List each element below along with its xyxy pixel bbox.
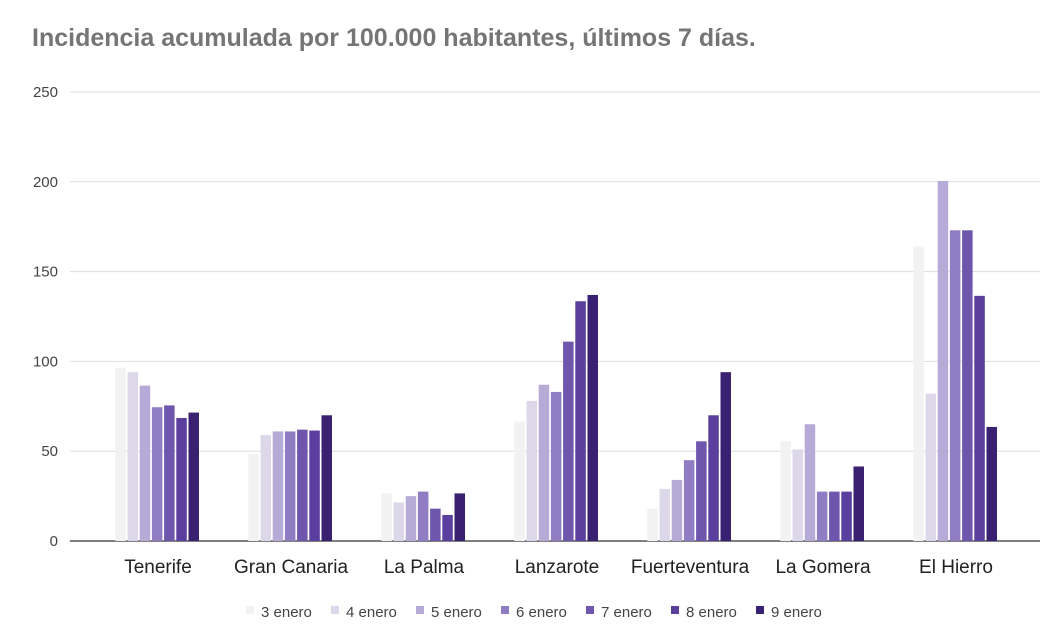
bar [454, 493, 465, 541]
y-axis-tick-labels: 0 50 100 150 200 250 [33, 84, 58, 550]
bar [297, 429, 308, 541]
bar [708, 415, 719, 541]
bar [550, 391, 562, 541]
bar [127, 372, 138, 541]
legend-label: 9 enero [771, 604, 822, 621]
bar [563, 341, 574, 541]
bar [405, 496, 417, 541]
bar [587, 294, 598, 541]
bar [248, 453, 259, 541]
bar [188, 412, 199, 541]
bar [381, 493, 392, 541]
bar [139, 385, 151, 541]
legend: 3 enero 4 enero 5 enero 6 enero 7 enero 8 ene… [246, 604, 822, 621]
bar [671, 479, 683, 541]
bar [974, 295, 985, 541]
bar [284, 431, 296, 541]
legend-swatch [501, 606, 509, 614]
legend-label: 4 enero [346, 604, 397, 621]
bar [526, 400, 537, 541]
y-tick-label: 100 [33, 353, 58, 370]
bar [538, 384, 550, 541]
x-tick-label: El Hierro [919, 557, 993, 578]
legend-swatch [586, 606, 594, 614]
bars [115, 180, 997, 542]
x-tick-label: Tenerife [124, 557, 192, 578]
bar [780, 441, 791, 541]
bar [659, 488, 670, 541]
bar [913, 246, 924, 541]
bar [151, 407, 163, 541]
legend-swatch [671, 606, 679, 614]
bar [683, 460, 695, 541]
y-tick-label: 50 [41, 443, 58, 460]
legend-swatch [756, 606, 764, 614]
bar [804, 424, 816, 541]
x-tick-label: Gran Canaria [234, 557, 348, 578]
bar [575, 301, 586, 541]
bar [792, 449, 803, 541]
bar [841, 491, 852, 541]
bar [393, 502, 404, 541]
bar [949, 230, 961, 542]
y-tick-label: 0 [50, 533, 58, 550]
legend-label: 7 enero [601, 604, 652, 621]
bar [647, 508, 658, 541]
bar [514, 421, 525, 541]
legend-label: 8 enero [686, 604, 737, 621]
x-tick-label: La Palma [384, 557, 465, 578]
legend-label: 6 enero [516, 604, 567, 621]
y-tick-label: 150 [33, 264, 58, 281]
chart-title: Incidencia acumulada por 100.000 habitan… [32, 24, 756, 52]
bar [720, 372, 731, 541]
x-axis-tick-labels: Tenerife Gran Canaria La Palma Lanzarote Fue… [124, 557, 993, 578]
legend-swatch [331, 606, 339, 614]
bar [853, 466, 864, 541]
bar [829, 491, 840, 541]
bar [962, 230, 973, 542]
x-tick-label: Fuerteventura [631, 557, 750, 578]
bar [164, 405, 175, 541]
legend-swatch [246, 606, 254, 614]
legend-label: 3 enero [261, 604, 312, 621]
bar [115, 367, 126, 541]
bar [309, 430, 320, 541]
bar [417, 491, 429, 541]
y-tick-label: 250 [33, 84, 58, 101]
legend-label: 5 enero [431, 604, 482, 621]
bar [321, 415, 332, 541]
bar [430, 508, 441, 541]
bar [986, 426, 997, 541]
bar [696, 441, 707, 541]
bar [260, 435, 271, 541]
y-tick-label: 200 [33, 174, 58, 191]
bar [176, 417, 187, 541]
x-tick-label: La Gomera [775, 557, 870, 578]
bar [816, 491, 828, 541]
bar [925, 393, 936, 541]
x-tick-label: Lanzarote [515, 557, 600, 578]
bar [272, 431, 284, 541]
bar [937, 180, 949, 542]
bar [442, 514, 453, 541]
legend-swatch [416, 606, 424, 614]
